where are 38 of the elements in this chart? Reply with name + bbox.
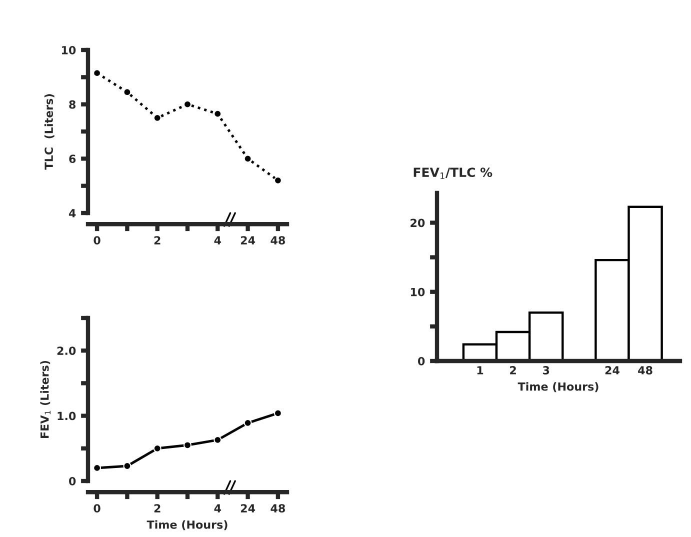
x-tick-label: 48 — [638, 366, 652, 374]
y-tick-label: 10 — [410, 288, 425, 296]
point — [123, 462, 132, 470]
y-tick-label: 20 — [410, 218, 425, 228]
y-tick-label: 4 — [68, 209, 76, 218]
y-tick-label: 8 — [69, 100, 76, 109]
point — [184, 441, 192, 450]
point — [274, 409, 282, 418]
y-tick-label: 0 — [418, 356, 425, 366]
x-tick-label: 24 — [240, 236, 256, 244]
x-tick-label: 0 — [94, 236, 100, 245]
x-tick-label: 24 — [605, 366, 620, 374]
point — [214, 110, 222, 118]
point — [184, 100, 192, 108]
y-axis-title: TLC (Liters) — [44, 94, 54, 170]
x-tick-label: 4 — [214, 236, 222, 244]
x-tick-label: 48 — [270, 236, 285, 245]
y-tick-label: 6 — [69, 154, 76, 164]
x-tick-label: 4 — [214, 504, 222, 512]
y-tick-label: 10 — [62, 46, 76, 54]
y-axis-title: FEV$_{1}$/TLC % — [414, 168, 492, 179]
x-tick-label: 1 — [477, 366, 484, 374]
y-tick-label: 0 — [68, 476, 76, 486]
x-tick-label: 48 — [270, 504, 285, 513]
y-tick-label: 2.0 — [57, 346, 76, 355]
x-tick-label: 3 — [542, 366, 550, 374]
point — [123, 88, 132, 96]
y-tick-label: 1.0 — [58, 412, 76, 420]
x-axis-title: Time (Hours) — [146, 520, 228, 530]
y-axis-title: FEV$_{1}$ (Liters) — [40, 360, 50, 438]
point — [244, 154, 252, 163]
x-tick-label: 24 — [240, 504, 256, 512]
x-tick-label: 2 — [510, 366, 516, 374]
point — [274, 176, 282, 184]
x-tick-label: 2 — [154, 236, 160, 244]
x-tick-label: 0 — [94, 504, 100, 513]
x-tick-label: 2 — [154, 504, 160, 512]
x-axis-title: Time (Hours) — [518, 382, 598, 392]
